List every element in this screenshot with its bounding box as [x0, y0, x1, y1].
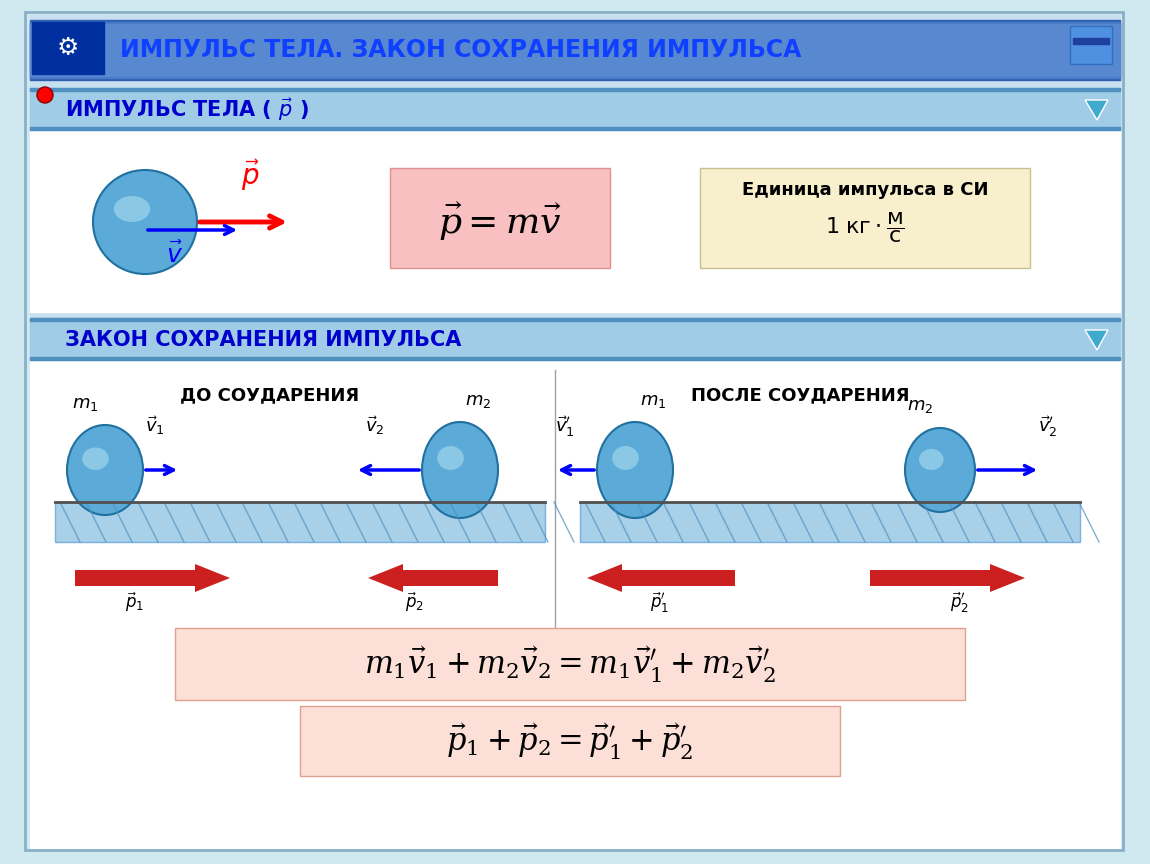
Text: ИМПУЛЬС ТЕЛА. ЗАКОН СОХРАНЕНИЯ ИМПУЛЬСА: ИМПУЛЬС ТЕЛА. ЗАКОН СОХРАНЕНИЯ ИМПУЛЬСА	[120, 38, 802, 62]
Ellipse shape	[82, 448, 109, 470]
FancyArrow shape	[871, 564, 1025, 592]
Text: $\vec{p}_1$: $\vec{p}_1$	[125, 590, 145, 614]
Ellipse shape	[422, 422, 498, 518]
Text: ⚙: ⚙	[56, 36, 79, 60]
Circle shape	[37, 87, 53, 103]
FancyBboxPatch shape	[30, 357, 1120, 360]
Text: $\vec{p}_1 + \vec{p}_2 = \vec{p}_1^{\prime} + \vec{p}_2^{\prime}$: $\vec{p}_1 + \vec{p}_2 = \vec{p}_1^{\pri…	[446, 722, 693, 762]
FancyBboxPatch shape	[32, 22, 104, 74]
FancyBboxPatch shape	[30, 318, 1120, 360]
Text: $m_1$: $m_1$	[71, 395, 98, 413]
FancyBboxPatch shape	[175, 628, 965, 700]
FancyBboxPatch shape	[30, 15, 1120, 849]
FancyBboxPatch shape	[30, 20, 1120, 80]
Text: $1 \; \mathrm{кг} \cdot \dfrac{\mathrm{м}}{\mathrm{с}}$: $1 \; \mathrm{кг} \cdot \dfrac{\mathrm{м…	[825, 211, 905, 245]
FancyBboxPatch shape	[30, 22, 1120, 78]
Text: $\vec{p}_2'$: $\vec{p}_2'$	[951, 590, 969, 615]
Ellipse shape	[67, 425, 143, 515]
Text: $\vec{v}_1$: $\vec{v}_1$	[145, 414, 164, 437]
FancyBboxPatch shape	[1073, 38, 1109, 44]
Text: $m_1 \vec{v}_1 + m_2 \vec{v}_2 = m_1 \vec{v}_1^{\prime} + m_2 \vec{v}_2^{\prime}: $m_1 \vec{v}_1 + m_2 \vec{v}_2 = m_1 \ve…	[365, 645, 776, 685]
FancyArrow shape	[75, 564, 230, 592]
Text: $m_2$: $m_2$	[907, 397, 933, 415]
Text: ИМПУЛЬС ТЕЛА ( $\vec{p}$ ): ИМПУЛЬС ТЕЛА ( $\vec{p}$ )	[66, 97, 309, 124]
Text: $\vec{v}_2$: $\vec{v}_2$	[366, 414, 385, 437]
FancyArrow shape	[586, 564, 735, 592]
Ellipse shape	[437, 446, 463, 470]
Text: $\vec{p}$: $\vec{p}$	[240, 157, 260, 193]
FancyBboxPatch shape	[390, 168, 610, 268]
FancyBboxPatch shape	[700, 168, 1030, 268]
FancyArrow shape	[368, 564, 498, 592]
Ellipse shape	[612, 446, 638, 470]
FancyBboxPatch shape	[30, 130, 1120, 312]
Text: ПОСЛЕ СОУДАРЕНИЯ: ПОСЛЕ СОУДАРЕНИЯ	[691, 386, 910, 404]
FancyBboxPatch shape	[55, 502, 545, 542]
Text: ЗАКОН СОХРАНЕНИЯ ИМПУЛЬСА: ЗАКОН СОХРАНЕНИЯ ИМПУЛЬСА	[66, 330, 461, 350]
Ellipse shape	[114, 196, 151, 222]
Text: $m_1$: $m_1$	[639, 392, 666, 410]
Text: $\vec{v}_1'$: $\vec{v}_1'$	[555, 414, 575, 439]
Ellipse shape	[93, 170, 197, 274]
Text: $\vec{v}_2'$: $\vec{v}_2'$	[1038, 414, 1058, 439]
FancyBboxPatch shape	[300, 706, 840, 776]
Ellipse shape	[905, 428, 975, 512]
FancyBboxPatch shape	[30, 318, 1120, 321]
Polygon shape	[1084, 330, 1107, 350]
FancyBboxPatch shape	[30, 88, 1120, 130]
Ellipse shape	[919, 449, 943, 470]
FancyBboxPatch shape	[30, 88, 1120, 91]
Text: Единица импульса в СИ: Единица импульса в СИ	[742, 181, 988, 199]
FancyBboxPatch shape	[30, 360, 1120, 850]
Text: ДО СОУДАРЕНИЯ: ДО СОУДАРЕНИЯ	[181, 386, 360, 404]
Polygon shape	[1084, 100, 1107, 120]
Text: $\vec{p}_2$: $\vec{p}_2$	[406, 590, 424, 614]
FancyBboxPatch shape	[580, 502, 1080, 542]
FancyBboxPatch shape	[1070, 26, 1112, 64]
Text: $m_2$: $m_2$	[465, 392, 491, 410]
Text: $\vec{p}_1'$: $\vec{p}_1'$	[651, 590, 669, 615]
Ellipse shape	[597, 422, 673, 518]
FancyBboxPatch shape	[30, 127, 1120, 130]
Text: $\vec{p} = m\vec{v}$: $\vec{p} = m\vec{v}$	[438, 201, 562, 243]
FancyBboxPatch shape	[30, 24, 1120, 76]
Text: $\vec{v}$: $\vec{v}$	[167, 242, 184, 268]
